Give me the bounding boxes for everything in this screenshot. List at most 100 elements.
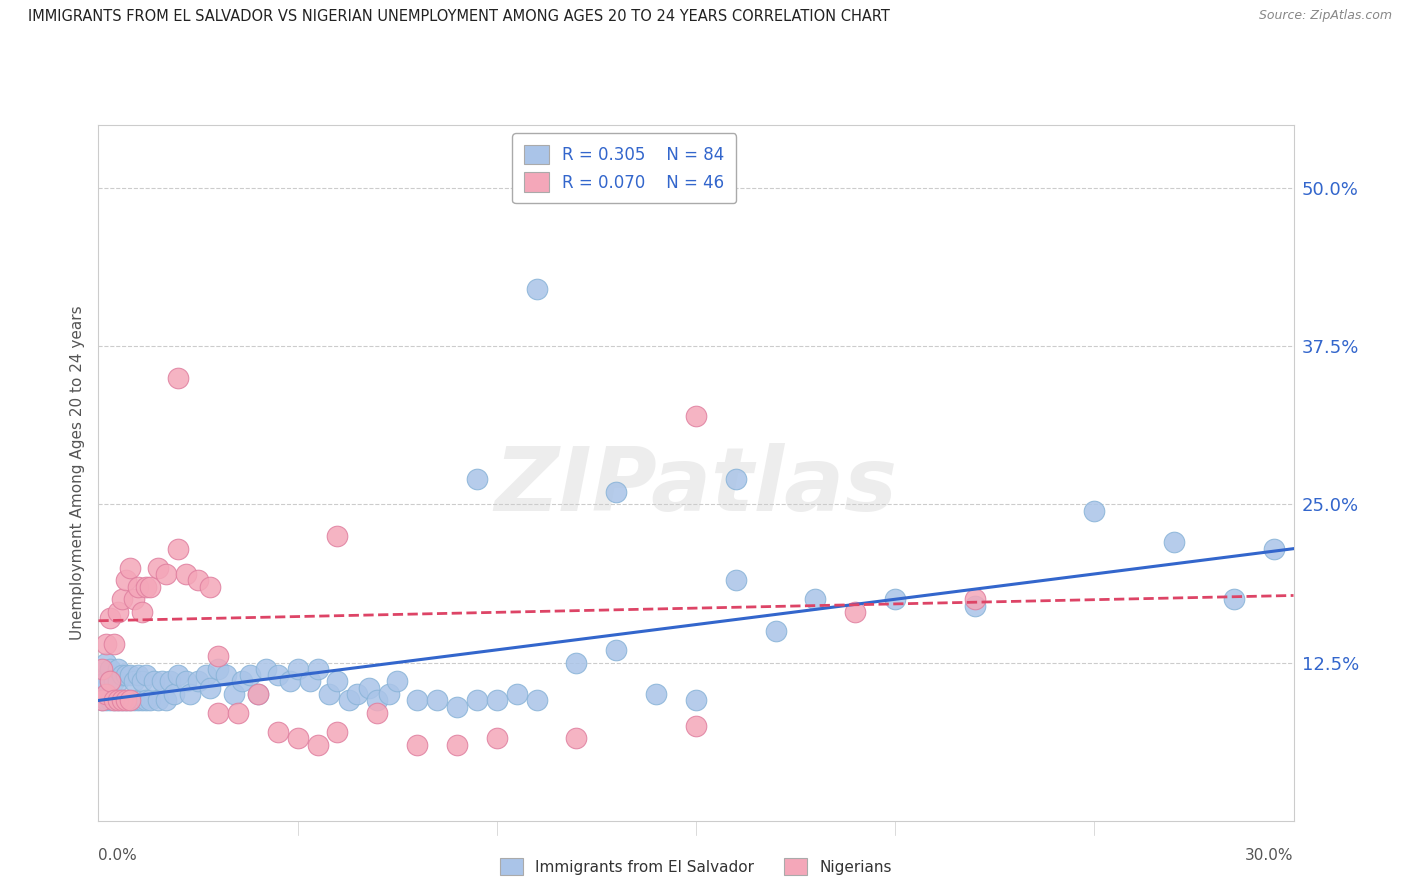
Text: IMMIGRANTS FROM EL SALVADOR VS NIGERIAN UNEMPLOYMENT AMONG AGES 20 TO 24 YEARS C: IMMIGRANTS FROM EL SALVADOR VS NIGERIAN …: [28, 9, 890, 24]
Point: [103, 693, 125, 707]
Point: [963, 592, 986, 607]
Point: [155, 566, 177, 581]
Point: [685, 693, 707, 707]
Point: [326, 674, 349, 689]
Point: [107, 605, 129, 619]
Point: [155, 693, 177, 707]
Point: [724, 574, 747, 588]
Point: [135, 580, 157, 594]
Point: [174, 674, 197, 689]
Point: [246, 687, 269, 701]
Point: [167, 371, 190, 385]
Point: [127, 580, 149, 594]
Point: [506, 687, 529, 701]
Point: [246, 687, 269, 701]
Point: [267, 668, 290, 682]
Point: [207, 649, 229, 664]
Point: [287, 662, 309, 676]
Point: [96, 687, 118, 701]
Point: [187, 674, 209, 689]
Point: [963, 599, 986, 613]
Point: [100, 674, 122, 689]
Point: [326, 529, 349, 543]
Point: [135, 693, 157, 707]
Point: [135, 668, 157, 682]
Point: [198, 681, 221, 695]
Point: [187, 574, 209, 588]
Point: [1163, 535, 1185, 549]
Point: [163, 687, 186, 701]
Point: [267, 725, 290, 739]
Point: [231, 674, 253, 689]
Point: [131, 674, 153, 689]
Point: [426, 693, 449, 707]
Point: [685, 719, 707, 733]
Point: [326, 725, 349, 739]
Point: [111, 668, 134, 682]
Point: [724, 472, 747, 486]
Point: [685, 409, 707, 423]
Point: [167, 668, 190, 682]
Point: [115, 574, 138, 588]
Point: [115, 693, 138, 707]
Point: [96, 656, 118, 670]
Point: [107, 693, 129, 707]
Point: [605, 484, 627, 499]
Point: [100, 611, 122, 625]
Text: ZIPatlas: ZIPatlas: [495, 443, 897, 530]
Point: [605, 643, 627, 657]
Legend: Immigrants from El Salvador, Nigerians: Immigrants from El Salvador, Nigerians: [492, 851, 900, 882]
Point: [465, 693, 488, 707]
Point: [298, 674, 321, 689]
Point: [91, 693, 114, 707]
Point: [127, 668, 149, 682]
Point: [366, 706, 388, 720]
Point: [111, 693, 134, 707]
Point: [100, 662, 122, 676]
Point: [307, 738, 329, 752]
Point: [207, 662, 229, 676]
Point: [385, 674, 409, 689]
Point: [139, 580, 162, 594]
Point: [127, 693, 149, 707]
Point: [884, 592, 907, 607]
Point: [120, 693, 142, 707]
Text: 0.0%: 0.0%: [98, 848, 138, 863]
Point: [103, 674, 125, 689]
Point: [124, 693, 146, 707]
Point: [107, 662, 129, 676]
Point: [195, 668, 218, 682]
Point: [359, 681, 381, 695]
Point: [124, 592, 146, 607]
Point: [107, 674, 129, 689]
Point: [96, 674, 118, 689]
Point: [1222, 592, 1246, 607]
Point: [91, 662, 114, 676]
Point: [346, 687, 368, 701]
Point: [287, 731, 309, 746]
Point: [207, 706, 229, 720]
Point: [198, 580, 221, 594]
Point: [406, 693, 429, 707]
Y-axis label: Unemployment Among Ages 20 to 24 years: Unemployment Among Ages 20 to 24 years: [69, 305, 84, 640]
Point: [96, 693, 118, 707]
Text: 30.0%: 30.0%: [1246, 848, 1294, 863]
Point: [103, 636, 125, 650]
Point: [465, 472, 488, 486]
Point: [278, 674, 301, 689]
Point: [143, 674, 166, 689]
Point: [131, 693, 153, 707]
Point: [100, 674, 122, 689]
Point: [107, 693, 129, 707]
Point: [239, 668, 262, 682]
Point: [645, 687, 668, 701]
Point: [844, 605, 866, 619]
Point: [120, 693, 142, 707]
Point: [318, 687, 340, 701]
Point: [96, 636, 118, 650]
Point: [222, 687, 245, 701]
Point: [179, 687, 201, 701]
Point: [1263, 541, 1285, 556]
Point: [100, 693, 122, 707]
Point: [111, 693, 134, 707]
